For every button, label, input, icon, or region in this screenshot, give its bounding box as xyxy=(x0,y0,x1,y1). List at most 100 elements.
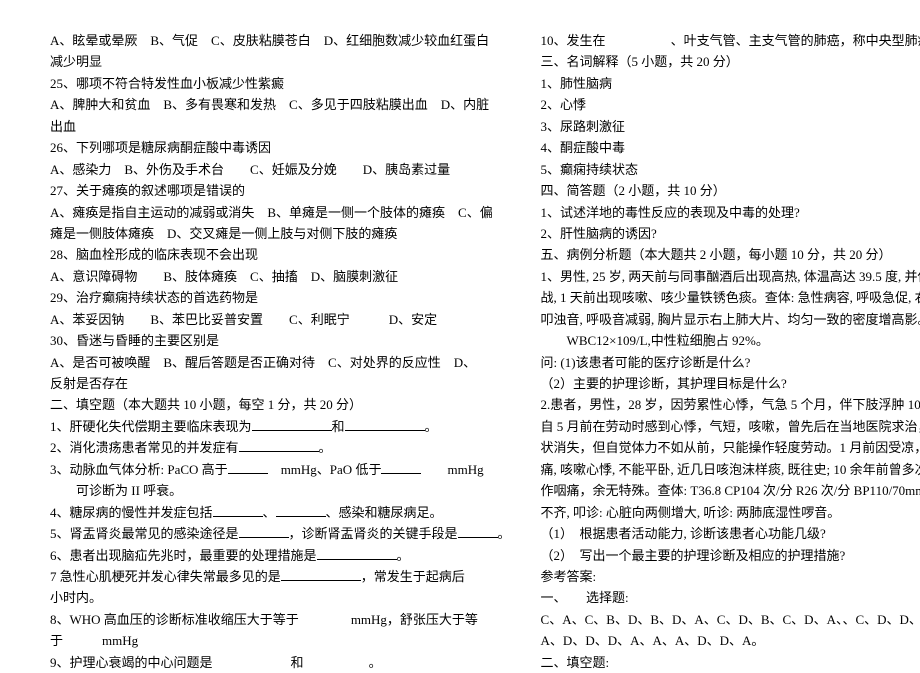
blank xyxy=(317,547,397,560)
fill-line: 于 mmHg xyxy=(50,630,511,651)
text-line: A、D、D、D、A、A、A、D、D、A。 xyxy=(541,630,920,651)
text-line: 战, 1 天前出现咳嗽、咳少量铁锈色痰。查体: 急性病容, 呼吸急促, 右上肺 xyxy=(541,287,920,308)
text-line: 瘫是一侧肢体瘫痪 D、交叉瘫是一侧上肢与对侧下肢的瘫痪 xyxy=(50,223,511,244)
text-line: 三、名词解释（5 小题，共 20 分） xyxy=(541,51,920,72)
text-part: 10、发生在 xyxy=(541,33,606,48)
text-line: 可诊断为 II 呼衰。 xyxy=(50,480,511,501)
text-line: C、A、C、B、D、B、D、A、C、D、B、C、D、A、、C、D、D、B、D、 xyxy=(541,609,920,630)
text-part: 。 xyxy=(425,419,438,434)
text-part: 5、肾盂肾炎最常见的感染途径是 xyxy=(50,526,239,541)
text-line: 痛, 咳嗽心悸, 不能平卧, 近几日咳泡沫样痰, 既往史; 10 余年前曾多次发 xyxy=(541,459,920,480)
text-part: 。 xyxy=(369,655,382,670)
blank xyxy=(252,418,332,431)
blank xyxy=(239,439,319,452)
blank xyxy=(276,504,326,517)
text-part: mmHg xyxy=(447,462,483,477)
text-line: 出血 xyxy=(50,116,511,137)
text-part: 4、糖尿病的慢性并发症包括 xyxy=(50,505,213,520)
text-line: 30、昏迷与昏睡的主要区别是 xyxy=(50,330,511,351)
text-part: 、感染和糖尿病足。 xyxy=(326,505,443,520)
text-line: A、是否可被唤醒 B、醒后答题是否正确对待 C、对处界的反应性 D、 xyxy=(50,352,511,373)
text-part: 2、消化溃疡患者常见的并发症有 xyxy=(50,440,239,455)
fill-line: 6、患者出现脑疝先兆时，最重要的处理措施是 。 xyxy=(50,545,511,566)
text-part: 6、患者出现脑疝先兆时，最重要的处理措施是 xyxy=(50,548,317,563)
text-line: （2） 写出一个最主要的护理诊断及相应的护理措施? xyxy=(541,545,920,566)
text-line: 四、简答题（2 小题，共 10 分） xyxy=(541,180,920,201)
text-line: A、苯妥因钠 B、苯巴比妥普安置 C、利眠宁 D、安定 xyxy=(50,309,511,330)
text-line: A、感染力 B、外伤及手术台 C、妊娠及分娩 D、胰岛素过量 xyxy=(50,159,511,180)
text-part: mmHg、PaO 低于 xyxy=(281,462,382,477)
fill-line: 3、动脉血气体分析: PaCO 高于 mmHg、PaO 低于 mmHg xyxy=(50,459,511,480)
fill-line: 1、肝硬化失代偿期主要临床表现为 和 。 xyxy=(50,416,511,437)
text-line: 作咽痛，余无特殊。查体: T36.8 CP104 次/分 R26 次/分 BP1… xyxy=(541,480,920,501)
text-line: 不齐, 叩诊: 心脏向两侧增大, 听诊: 两肺底湿性啰音。 xyxy=(541,502,920,523)
text-line: 1、试述洋地的毒性反应的表现及中毒的处理? xyxy=(541,202,920,223)
text-line: A、瘫痪是指自主运动的减弱或消失 B、单瘫是一侧一个肢体的瘫痪 C、偏 xyxy=(50,202,511,223)
text-line: 5、癫痫持续状态 xyxy=(541,159,920,180)
blank xyxy=(381,461,421,474)
blank xyxy=(239,525,289,538)
text-line: 反射是否存在 xyxy=(50,373,511,394)
text-line: 4、酮症酸中毒 xyxy=(541,137,920,158)
text-part: 1、肝硬化失代偿期主要临床表现为 xyxy=(50,419,252,434)
right-column: 10、发生在 、叶支气管、主支气管的肺癌，称中央型肺癌。 三、名词解释（5 小题… xyxy=(541,30,920,621)
text-part: 和 xyxy=(291,655,304,670)
left-column: A、眩晕或晕厥 B、气促 C、皮肤粘膜苍白 D、红细胞数减少较血红蛋白 减少明显… xyxy=(50,30,511,621)
text-line: 2.患者，男性，28 岁，因劳累性心悸，气急 5 个月，伴下肢浮肿 10 天入院… xyxy=(541,394,920,415)
text-part: 7 急性心肌梗死并发心律失常最多见的是 xyxy=(50,569,281,584)
text-line: 1、男性, 25 岁, 两天前与同事酗酒后出现高热, 体温高达 39.5 度, … xyxy=(541,266,920,287)
blank xyxy=(458,525,498,538)
text-line: 小时内。 xyxy=(50,587,511,608)
text-line: 29、治疗癫痫持续状态的首选药物是 xyxy=(50,287,511,308)
text-line: 27、关于瘫痪的叙述哪项是错误的 xyxy=(50,180,511,201)
text-line: 一、 选择题: xyxy=(541,587,920,608)
text-line: 2、心悸 xyxy=(541,94,920,115)
text-line: A、眩晕或晕厥 B、气促 C、皮肤粘膜苍白 D、红细胞数减少较血红蛋白 xyxy=(50,30,511,51)
text-part: 、叶支气管、主支气管的肺癌，称中央型肺癌。 xyxy=(671,33,920,48)
text-line: 1、肺性脑病 xyxy=(541,73,920,94)
text-line: 28、脑血栓形成的临床表现不会出现 xyxy=(50,244,511,265)
text-line: 叩浊音, 呼吸音减弱, 胸片显示右上肺大片、均匀一致的密度增高影。血常规 xyxy=(541,309,920,330)
text-part: ，常发生于起病后 xyxy=(361,569,465,584)
text-part: 3、动脉血气体分析: PaCO 高于 xyxy=(50,462,228,477)
fill-line: 9、护理心衰竭的中心问题是 和 。 xyxy=(50,652,511,673)
text-line: 二、填空题（本大题共 10 小题，每空 1 分，共 20 分） xyxy=(50,394,511,415)
blank xyxy=(345,418,425,431)
text-part: 9、护理心衰竭的中心问题是 xyxy=(50,655,213,670)
fill-line: 8、WHO 高血压的诊断标准收缩压大于等于 mmHg，舒张压大于等 xyxy=(50,609,511,630)
text-line: A、意识障碍物 B、肢体瘫痪 C、抽搐 D、脑膜刺激征 xyxy=(50,266,511,287)
text-line: 25、哪项不符合特发性血小板减少性紫癜 xyxy=(50,73,511,94)
blank xyxy=(228,461,268,474)
text-part: 8、WHO 高血压的诊断标准收缩压大于等于 xyxy=(50,612,299,627)
text-part: 、 xyxy=(263,505,276,520)
text-part: ，诊断肾盂肾炎的关键手段是 xyxy=(289,526,458,541)
text-line: 五、病例分析题（本大题共 2 小题，每小题 10 分，共 20 分） xyxy=(541,244,920,265)
text-line: 2、肝性脑病的诱因? xyxy=(541,223,920,244)
text-part: 于 xyxy=(50,633,63,648)
fill-line: 7 急性心肌梗死并发心律失常最多见的是 ，常发生于起病后 xyxy=(50,566,511,587)
text-line: 自 5 月前在劳动时感到心悸，气短，咳嗽，曾先后在当地医院求治，服药后症 xyxy=(541,416,920,437)
blank xyxy=(213,504,263,517)
text-line: 减少明显 xyxy=(50,51,511,72)
fill-line: 2、消化溃疡患者常见的并发症有 。 xyxy=(50,437,511,458)
text-part: 。 xyxy=(397,548,410,563)
text-part: 和 xyxy=(332,419,345,434)
text-line: 二、填空题: xyxy=(541,652,920,673)
fill-line: 4、糖尿病的慢性并发症包括 、 、感染和糖尿病足。 xyxy=(50,502,511,523)
text-part: mmHg，舒张压大于等 xyxy=(351,612,478,627)
text-line: 问: (1)该患者可能的医疗诊断是什么? xyxy=(541,352,920,373)
text-line: 参考答案: xyxy=(541,566,920,587)
fill-line: 10、发生在 、叶支气管、主支气管的肺癌，称中央型肺癌。 xyxy=(541,30,920,51)
text-line: A、脾肿大和贫血 B、多有畏寒和发热 C、多见于四肢粘膜出血 D、内脏 xyxy=(50,94,511,115)
fill-line: 5、肾盂肾炎最常见的感染途径是 ，诊断肾盂肾炎的关键手段是 。 xyxy=(50,523,511,544)
text-line: 3、尿路刺激征 xyxy=(541,116,920,137)
text-part: 。 xyxy=(498,526,511,541)
text-part: 。 xyxy=(319,440,332,455)
text-line: （1） 根据患者活动能力, 诊断该患者心功能几级? xyxy=(541,523,920,544)
text-line: （2）主要的护理诊断，其护理目标是什么? xyxy=(541,373,920,394)
blank xyxy=(281,568,361,581)
text-part: mmHg xyxy=(102,633,138,648)
text-line: WBC12×109/L,中性粒细胞占 92%。 xyxy=(541,330,920,351)
text-line: 状消失，但自觉体力不如从前，只能操作轻度劳动。1 月前因受凉，发热，咽 xyxy=(541,437,920,458)
text-line: 26、下列哪项是糖尿病酮症酸中毒诱因 xyxy=(50,137,511,158)
